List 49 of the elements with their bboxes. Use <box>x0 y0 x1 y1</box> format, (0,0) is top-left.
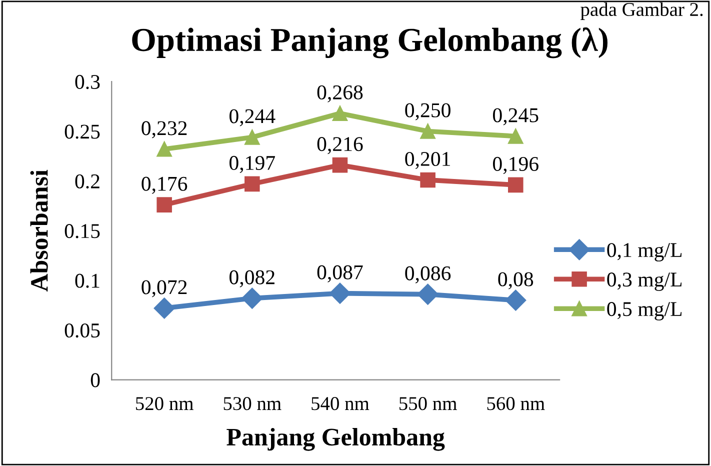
point <box>156 197 172 212</box>
data-label: 0,268 <box>317 85 363 102</box>
data-label: 0,08 <box>498 272 534 290</box>
point <box>242 288 263 309</box>
data-label: 0,197 <box>230 156 275 173</box>
y-tick-label: 0.05 <box>64 323 100 338</box>
x-tick-label: 560 nm <box>487 397 545 410</box>
data-label: 0,196 <box>493 156 538 174</box>
data-label: 0,087 <box>317 265 363 282</box>
data-label: 0,072 <box>142 280 187 298</box>
data-label: 0,250 <box>405 103 450 120</box>
point <box>417 284 438 305</box>
y-tick-label: 0.1 <box>75 274 100 288</box>
y-axis-title: Absorbansi <box>30 170 48 292</box>
y-tick-label: 0.3 <box>75 74 100 90</box>
data-label: 0,201 <box>405 152 450 170</box>
data-label: 0,176 <box>142 176 188 194</box>
x-tick-label: 540 nm <box>312 397 370 410</box>
point <box>332 106 348 121</box>
y-tick-label: 0.2 <box>75 174 100 188</box>
point <box>154 298 175 319</box>
y-tick-label: 0 <box>90 373 100 388</box>
point <box>244 130 260 145</box>
data-label: 0,245 <box>493 108 538 126</box>
point <box>508 128 524 144</box>
data-label: 0,244 <box>230 109 276 126</box>
data-label: 0,216 <box>317 137 363 154</box>
x-tick-label: 530 nm <box>224 397 282 410</box>
legend-label: 0,5 mg/L <box>607 302 682 320</box>
point <box>329 282 350 304</box>
data-label: 0,082 <box>230 270 274 288</box>
point <box>332 157 348 173</box>
point <box>508 177 524 193</box>
legend-label: 0,3 mg/L <box>607 272 682 291</box>
x-axis-title: Panjang Gelombang <box>226 428 445 451</box>
point <box>156 142 172 157</box>
chart-title: Optimasi Panjang Gelombang (λ) <box>132 27 608 58</box>
data-label: 0,232 <box>142 121 187 138</box>
x-tick-label: 550 nm <box>400 397 457 410</box>
data-label: 0,086 <box>405 266 451 284</box>
y-tick-label: 0.25 <box>64 124 100 139</box>
point <box>420 124 436 139</box>
point <box>420 172 436 188</box>
point <box>505 290 526 311</box>
point <box>244 176 260 192</box>
y-tick-label: 0.15 <box>64 224 100 238</box>
legend-label: 0,1 mg/L <box>607 243 682 262</box>
x-tick-label: 520 nm <box>136 397 194 410</box>
text: pada Gambar 2. <box>580 2 703 20</box>
